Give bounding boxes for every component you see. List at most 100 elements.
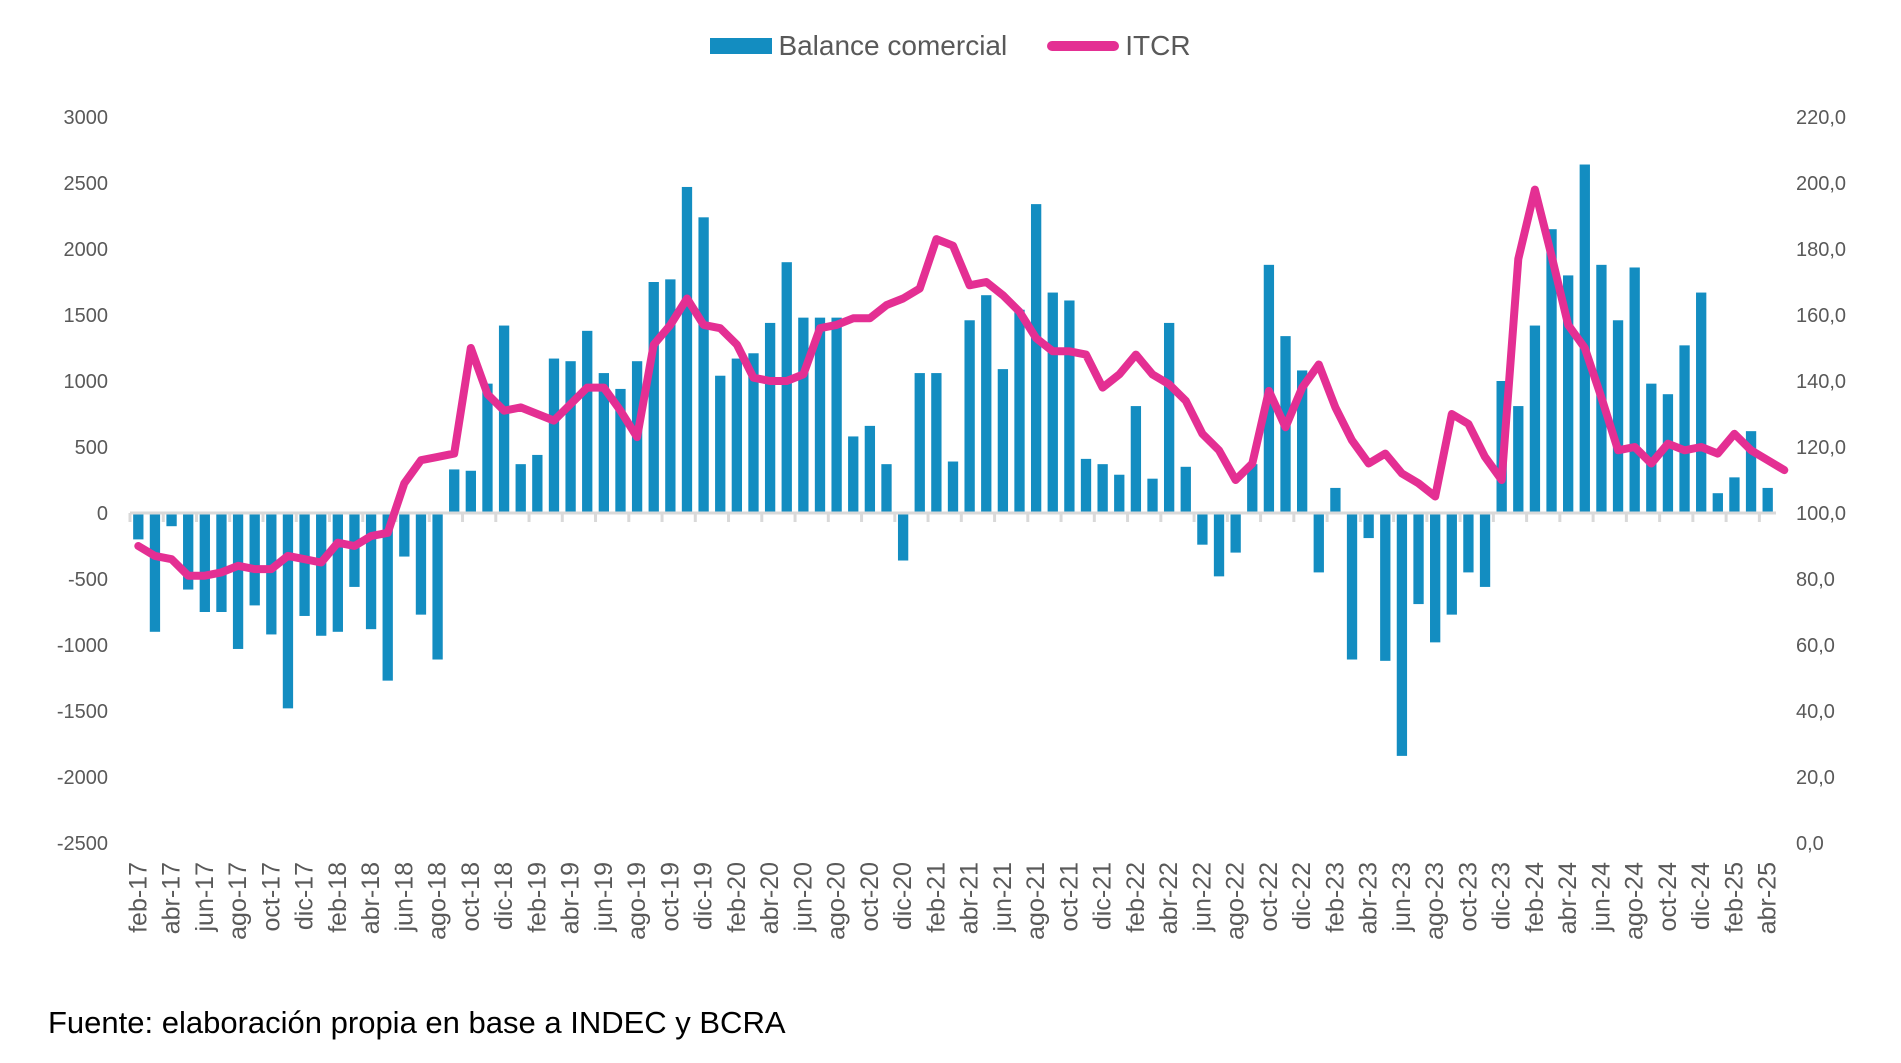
bar	[332, 513, 343, 632]
bar	[216, 513, 227, 612]
y-right-tick-label: 80,0	[1796, 569, 1835, 591]
bar	[532, 454, 543, 513]
bar	[981, 295, 992, 513]
bar	[432, 513, 443, 660]
bar	[1330, 487, 1341, 513]
bar	[1696, 292, 1707, 513]
bar	[1213, 513, 1225, 577]
bar	[997, 369, 1009, 513]
x-tick-label: abr-20	[756, 862, 784, 934]
bar	[798, 317, 809, 513]
bar	[1479, 513, 1491, 587]
x-tick-label: oct-19	[656, 862, 684, 931]
bar	[1612, 320, 1624, 513]
y-left-tick-label: -1500	[57, 701, 108, 723]
y-right-tick-label: 220,0	[1796, 107, 1846, 129]
x-tick-label: dic-17	[291, 862, 319, 930]
bar	[1529, 325, 1541, 513]
bar	[382, 513, 393, 681]
bar	[1296, 370, 1308, 513]
bar	[1646, 383, 1657, 513]
x-tick-label: jun-17	[191, 862, 219, 933]
bar	[1762, 487, 1773, 513]
bar	[1463, 513, 1474, 573]
bar	[498, 325, 510, 513]
x-tick-label: jun-22	[1188, 862, 1216, 933]
bar	[1130, 406, 1142, 513]
bar	[365, 513, 377, 630]
bar	[482, 383, 493, 513]
x-tick-label: oct-24	[1654, 862, 1682, 932]
x-tick-label: jun-23	[1388, 862, 1416, 933]
bar	[1363, 513, 1374, 539]
x-tick-label: ago-22	[1222, 862, 1250, 940]
x-tick-label: oct-23	[1454, 862, 1482, 931]
bar	[1197, 513, 1208, 545]
x-tick-label: ago-19	[623, 862, 651, 940]
x-tick-label: feb-25	[1720, 862, 1748, 933]
x-tick-label: oct-22	[1255, 862, 1283, 931]
x-tick-label: abr-22	[1155, 862, 1183, 934]
bar	[947, 461, 959, 513]
bar	[648, 282, 659, 513]
x-tick-label: dic-19	[690, 862, 718, 930]
bar	[1662, 394, 1674, 513]
bar	[415, 513, 427, 615]
x-tick-label: oct-17	[257, 862, 285, 931]
y-right-tick-label: 160,0	[1796, 305, 1846, 327]
y-left-tick-label: -1000	[57, 635, 108, 657]
x-tick-label: feb-21	[922, 862, 950, 933]
bar	[715, 375, 726, 513]
line-series-itcr	[134, 185, 1789, 580]
legend-swatch-bar	[710, 38, 773, 54]
legend-label-itcr: ITCR	[1125, 30, 1191, 61]
bar	[1147, 478, 1158, 513]
x-tick-label: feb-18	[324, 862, 352, 933]
x-tick-label: abr-19	[557, 862, 585, 934]
bar	[615, 388, 626, 513]
bar	[864, 425, 876, 513]
x-tick-label: feb-23	[1321, 862, 1349, 933]
bar	[1729, 477, 1740, 513]
bar	[582, 330, 593, 513]
bar	[548, 358, 560, 513]
x-tick-label: jun-19	[590, 862, 618, 933]
bar	[249, 513, 260, 606]
bar	[266, 513, 277, 635]
x-tick-label: abr-21	[956, 862, 984, 934]
bar	[1030, 204, 1042, 513]
x-tick-label: jun-24	[1587, 862, 1615, 933]
bar	[1163, 322, 1175, 513]
bar	[149, 513, 161, 632]
x-tick-label: jun-21	[989, 862, 1017, 933]
y-right-tick-label: 120,0	[1796, 437, 1846, 459]
y-left-tick-label: 500	[75, 437, 108, 459]
bar	[1247, 464, 1258, 513]
bar	[515, 464, 526, 513]
bar	[881, 464, 892, 513]
x-axis-labels: feb-17 abr-17 jun-17 ago-17 oct-17 dic-17 feb-…	[124, 862, 1781, 940]
y-axis-right: 220,0 200,0 180,0 160,0 140,0 120,0 100,0 80,0 6…	[1796, 107, 1846, 855]
bar	[781, 262, 792, 513]
y-left-tick-label: 2500	[64, 173, 109, 195]
x-tick-label: dic-20	[889, 862, 917, 930]
bar	[1712, 493, 1723, 513]
bar	[698, 217, 709, 513]
y-left-tick-label: 0	[97, 503, 108, 525]
y-right-tick-label: 20,0	[1796, 767, 1835, 789]
x-tick-label: ago-20	[823, 862, 851, 940]
legend-swatch-line	[1047, 41, 1120, 51]
bar	[1080, 458, 1092, 513]
y-right-tick-label: 140,0	[1796, 371, 1846, 393]
y-right-tick-label: 100,0	[1796, 503, 1846, 525]
x-tick-label: feb-19	[523, 862, 551, 933]
y-left-tick-label: -2500	[57, 833, 108, 855]
x-tick-label: jun-18	[390, 862, 418, 933]
x-tick-label: ago-24	[1621, 862, 1649, 940]
bar	[232, 513, 244, 649]
x-tick-label: abr-18	[357, 862, 385, 934]
legend-label-balance: Balance comercial	[778, 30, 1008, 61]
bar	[1064, 300, 1075, 513]
bar	[764, 322, 776, 513]
bar	[1679, 345, 1690, 513]
